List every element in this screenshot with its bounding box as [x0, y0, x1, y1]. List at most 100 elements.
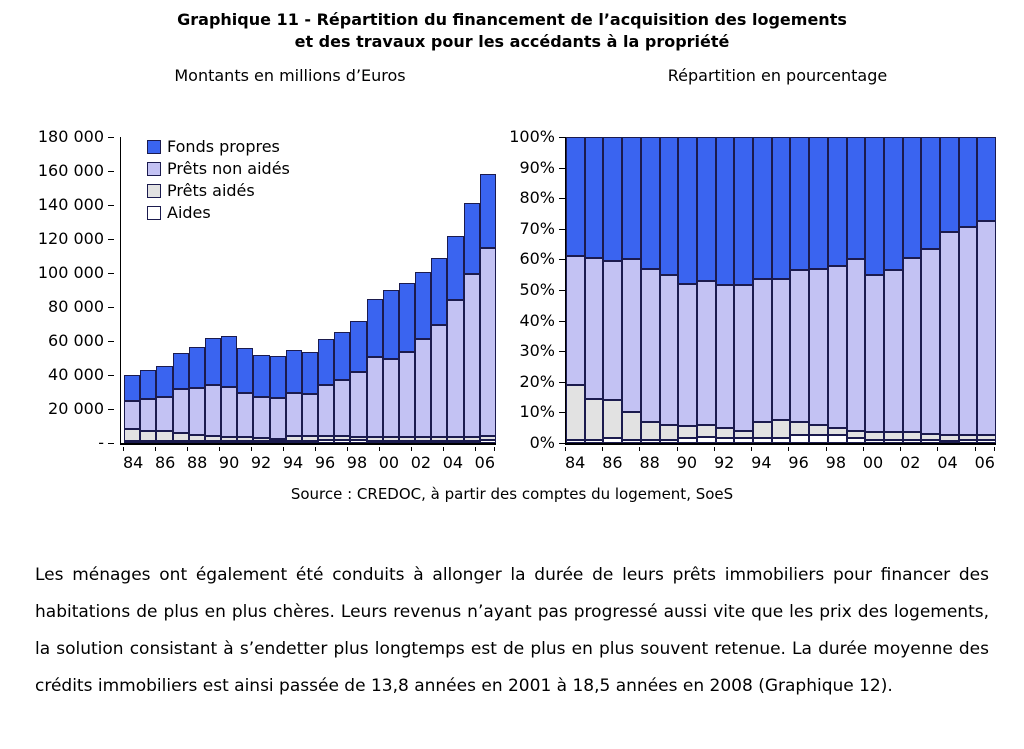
amounts-x-tick-label: 88: [186, 447, 207, 473]
percent-x-tick-label: 86: [602, 447, 623, 473]
amounts-segment-prets-non-aides: [398, 352, 416, 437]
amounts-x-tick-label: 00: [378, 447, 399, 473]
legend-swatch-aides: [147, 206, 161, 220]
percent-segment-prets-non-aides: [659, 274, 679, 425]
percent-x-tick-label: 84: [565, 447, 585, 473]
amounts-bar-94: [285, 137, 302, 443]
amounts-bar-03: [431, 137, 448, 443]
amounts-bar-04: [447, 137, 464, 443]
amounts-segment-prets-non-aides: [301, 394, 319, 436]
amounts-x-tick-label: 96: [314, 447, 335, 473]
amounts-x-tick-label: 94: [282, 447, 303, 473]
percent-bar-99: [846, 137, 866, 443]
percent-bar-95: [771, 137, 791, 443]
percent-segment-prets-non-aides: [696, 280, 716, 425]
amounts-segment-aides: [398, 441, 416, 443]
figure-title-line1: Graphique 11 - Répartition du financemen…: [177, 10, 847, 29]
amounts-segment-prets-non-aides: [188, 387, 205, 436]
source-caption: Source : CREDOC, à partir des comptes du…: [290, 485, 734, 503]
amounts-segment-prets-non-aides: [334, 379, 351, 437]
amounts-y-tick-label: 180 000: [0, 129, 114, 145]
amounts-segment-prets-non-aides: [318, 384, 335, 436]
amounts-segment-prets-non-aides: [124, 400, 141, 429]
percent-x-tick-label: [585, 447, 602, 473]
amounts-x-tick-label: 84: [123, 447, 143, 473]
percent-segment-fonds-propres: [622, 137, 641, 260]
amounts-bar-90: [221, 137, 238, 443]
amounts-segment-prets-non-aides: [253, 397, 270, 438]
chart-legend: Fonds propres Prêts non aidés Prêts aidés A…: [147, 139, 290, 227]
amounts-segment-fonds-propres: [140, 370, 157, 399]
percent-segment-prets-aides: [659, 424, 679, 440]
amounts-x-tick-label: [399, 447, 411, 473]
percent-segment-fonds-propres: [865, 137, 884, 275]
percent-x-tick-label: [734, 447, 751, 473]
amounts-segment-prets-aides: [269, 438, 286, 441]
amounts-x-tick-label: [239, 447, 251, 473]
amounts-segment-fonds-propres: [479, 173, 496, 248]
percent-segment-fonds-propres: [771, 137, 791, 280]
amounts-segment-aides: [140, 441, 157, 443]
percent-segment-prets-aides: [603, 400, 623, 439]
percent-y-tick-label: 0%: [495, 435, 565, 451]
amounts-bar-93: [269, 137, 286, 443]
amounts-segment-aides: [334, 440, 351, 443]
percent-segment-aides: [883, 439, 903, 443]
amounts-bar-06: [479, 137, 496, 443]
percent-segment-fonds-propres: [921, 137, 941, 249]
amounts-segment-prets-aides: [398, 436, 416, 441]
percent-segment-prets-aides: [902, 432, 922, 440]
percent-x-tick-label: [660, 447, 677, 473]
amounts-segment-fonds-propres: [334, 331, 351, 380]
amounts-segment-fonds-propres: [269, 355, 286, 398]
amounts-bar-87: [172, 137, 189, 443]
amounts-x-tick-label: [175, 447, 187, 473]
amounts-bar-00: [382, 137, 399, 443]
percent-x-tick-label: 04: [937, 447, 958, 473]
percent-y-tick-label: 70%: [495, 220, 565, 237]
amounts-bar-99: [366, 137, 383, 443]
amounts-segment-fonds-propres: [366, 299, 383, 357]
percent-segment-prets-aides: [771, 420, 791, 439]
amounts-segment-aides: [382, 441, 399, 443]
percent-segment-prets-non-aides: [734, 285, 754, 431]
percent-chart-title: Répartition en pourcentage: [667, 66, 888, 85]
amounts-bar-95: [301, 137, 319, 443]
amounts-segment-aides: [415, 441, 432, 443]
amounts-segment-prets-aides: [172, 433, 189, 441]
percent-x-tick-label: [958, 447, 975, 473]
percent-segment-fonds-propres: [809, 137, 828, 269]
percent-x-tick-label: [846, 447, 863, 473]
amounts-segment-prets-non-aides: [140, 398, 157, 432]
percent-segment-prets-non-aides: [790, 270, 810, 422]
amounts-segment-prets-non-aides: [463, 274, 480, 438]
percent-segment-fonds-propres: [977, 137, 997, 222]
percent-bar-97: [809, 137, 828, 443]
percent-y-tick-label: 80%: [495, 190, 565, 206]
percent-segment-prets-non-aides: [566, 256, 585, 385]
amounts-bar-85: [140, 137, 157, 443]
percent-x-tick-label: 96: [788, 447, 809, 473]
percent-bar-89: [659, 137, 679, 443]
amounts-segment-prets-non-aides: [382, 358, 399, 438]
percent-y-tick-label: 10%: [495, 404, 565, 420]
percent-segment-aides: [790, 435, 810, 443]
percent-y-axis: 100% 90% 80% 70% 60% 50% 40% 30% 20% 10% 0%: [495, 129, 565, 451]
legend-item-fonds-propres: Fonds propres: [147, 139, 290, 155]
percent-x-tick-label: 94: [751, 447, 772, 473]
percent-segment-aides: [622, 439, 641, 443]
percent-segment-fonds-propres: [958, 137, 978, 228]
percent-segment-fonds-propres: [584, 137, 604, 258]
percent-segment-fonds-propres: [753, 137, 772, 280]
amounts-segment-aides: [204, 441, 222, 443]
amounts-segment-prets-non-aides: [285, 392, 302, 436]
amounts-x-tick-label: 86: [154, 447, 175, 473]
percent-bar-03: [921, 137, 941, 443]
percent-x-tick-label: [883, 447, 900, 473]
percent-plot: [565, 137, 997, 445]
amounts-x-tick-label: 02: [410, 447, 431, 473]
amounts-segment-aides: [318, 440, 335, 443]
percent-bar-06: [977, 137, 997, 443]
amounts-segment-fonds-propres: [350, 320, 367, 372]
percent-segment-fonds-propres: [940, 137, 959, 232]
